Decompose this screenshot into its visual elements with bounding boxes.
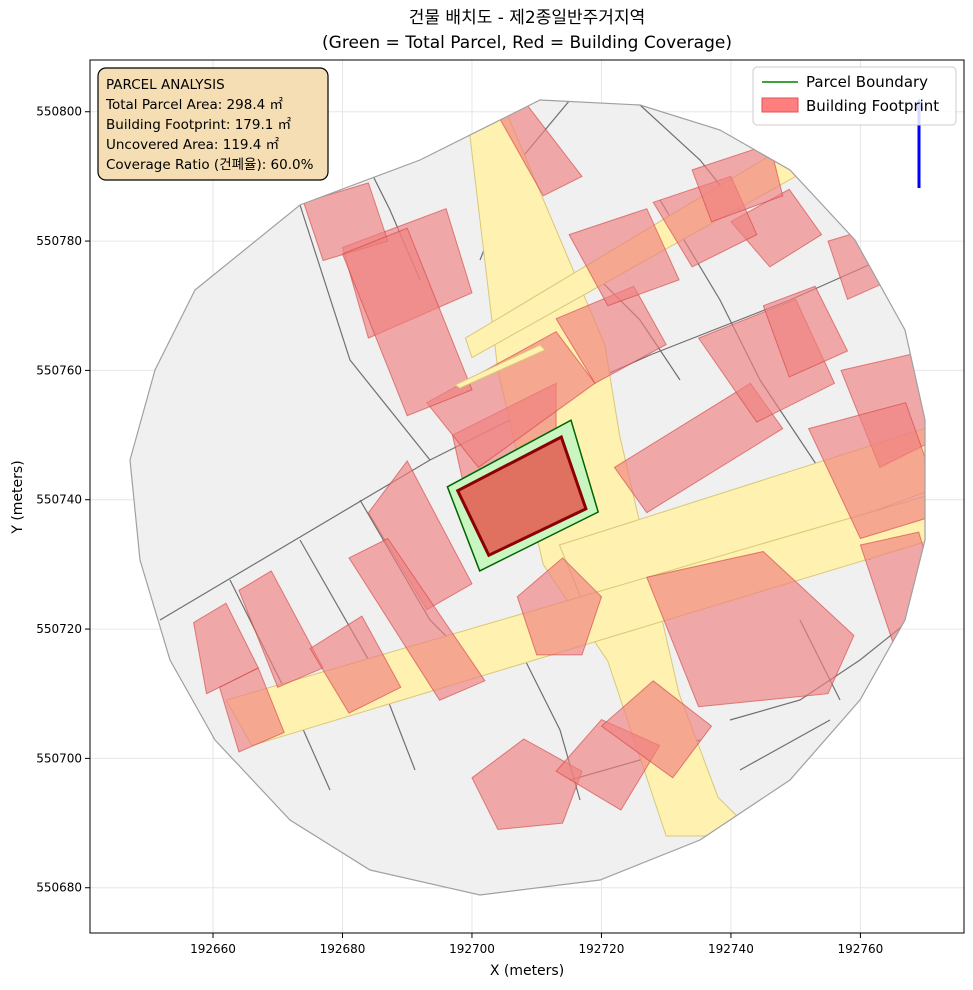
legend-bg [752, 66, 957, 126]
x-axis-ticks: 192660 192680 192700 192720 192740 192760 [190, 933, 883, 956]
x-tick-label: 192740 [708, 942, 754, 956]
parcel-line [739, 719, 831, 771]
y-tick-label: 550720 [36, 622, 82, 636]
y-tick-label: 550740 [36, 493, 82, 507]
plot-frame [89, 59, 965, 934]
y-tick-label: 550800 [36, 105, 82, 119]
x-tick-label: 192760 [838, 942, 884, 956]
context-building [762, 285, 849, 378]
y-tick-label: 550700 [36, 751, 82, 765]
y-tick-label: 550760 [36, 363, 82, 377]
legend: Parcel Boundary Building Footprint [752, 66, 957, 126]
context-building [309, 615, 402, 714]
context-building [348, 537, 486, 701]
y-tick-label: 550780 [36, 234, 82, 248]
context-building [600, 680, 713, 779]
legend-label-building: Building Footprint [806, 97, 939, 115]
chart-title-line2: (Green = Total Parcel, Red = Building Co… [322, 33, 732, 53]
context-building [807, 402, 925, 540]
x-tick-label: 192720 [579, 942, 625, 956]
info-line-1: Total Parcel Area: 298.4 ㎡ [105, 97, 283, 113]
y-tick-label: 550680 [36, 881, 82, 895]
context-building [859, 136, 925, 203]
context-building [341, 227, 473, 417]
parcel-line [299, 204, 431, 461]
x-tick-label: 192680 [320, 942, 366, 956]
x-axis-label: X (meters) [490, 963, 564, 979]
context-building [516, 557, 603, 656]
legend-label-parcel: Parcel Boundary [806, 73, 928, 91]
y-axis-label: Y (meters) [10, 460, 26, 534]
road-stub [453, 344, 546, 389]
context-building [691, 143, 784, 223]
target-building [455, 434, 588, 558]
context-building [646, 550, 855, 708]
context-building [613, 382, 784, 514]
buildings-layer [193, 100, 925, 831]
info-box: PARCEL ANALYSIS Total Parcel Area: 298.4… [97, 67, 329, 181]
y-axis-ticks: 550680 550700 550720 550740 550760 550780 5508… [36, 105, 90, 895]
info-box-bg [97, 67, 329, 181]
context-building [218, 667, 285, 753]
chart-title-line1: 건물 배치도 - 제2종일반주거지역 [409, 8, 645, 28]
legend-swatch-building [761, 97, 799, 113]
context-building [568, 208, 680, 307]
x-tick-label: 192700 [449, 942, 495, 956]
info-line-4: Coverage Ratio (건폐율): 60.0% [106, 157, 314, 173]
info-line-2: Building Footprint: 179.1 ㎡ [106, 117, 292, 133]
context-building [471, 738, 583, 831]
x-tick-label: 192660 [190, 942, 236, 956]
info-line-0: PARCEL ANALYSIS [106, 77, 225, 93]
info-line-3: Uncovered Area: 119.4 ㎡ [106, 137, 280, 153]
analysis-boundary [129, 99, 926, 896]
context-building [484, 100, 583, 197]
